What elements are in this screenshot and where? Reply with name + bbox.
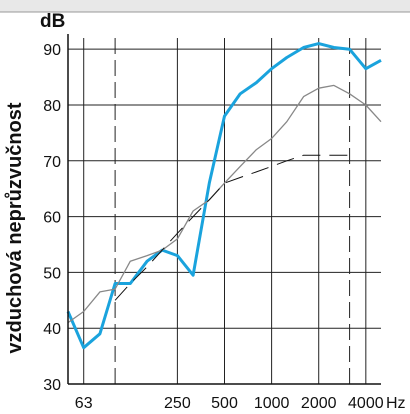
y-axis-title: vzduchová neprůzvučnost xyxy=(4,102,26,353)
x-tick-label: 250 xyxy=(164,395,191,412)
x-tick-label: 63 xyxy=(75,395,93,412)
y-tick-label: 30 xyxy=(43,377,61,394)
y-unit-label: dB xyxy=(40,11,65,32)
top-strip xyxy=(0,0,410,12)
series-line-thin-gray xyxy=(67,84,382,324)
axes: 30 40 50 60 70 80 90 63 250 500 1000 2000 4000 xyxy=(43,34,384,412)
y-tick-label: 40 xyxy=(43,321,61,338)
x-tick-label: 2000 xyxy=(301,395,337,412)
series-line-dashed-reference xyxy=(114,154,350,301)
series-layer xyxy=(66,42,382,350)
x-tick-label: 4000 xyxy=(348,395,384,412)
x-tick-label: 1000 xyxy=(254,395,290,412)
series-line-thick-blue xyxy=(66,42,382,350)
y-tick-label: 60 xyxy=(43,210,61,227)
y-tick-label: 50 xyxy=(43,265,61,282)
y-tick-label: 70 xyxy=(43,154,61,171)
x-tick-label: 500 xyxy=(211,395,238,412)
x-unit-label: Hz xyxy=(386,395,406,412)
grid xyxy=(68,38,381,385)
y-tick-label: 90 xyxy=(43,42,61,59)
y-tick-label: 80 xyxy=(43,98,61,115)
